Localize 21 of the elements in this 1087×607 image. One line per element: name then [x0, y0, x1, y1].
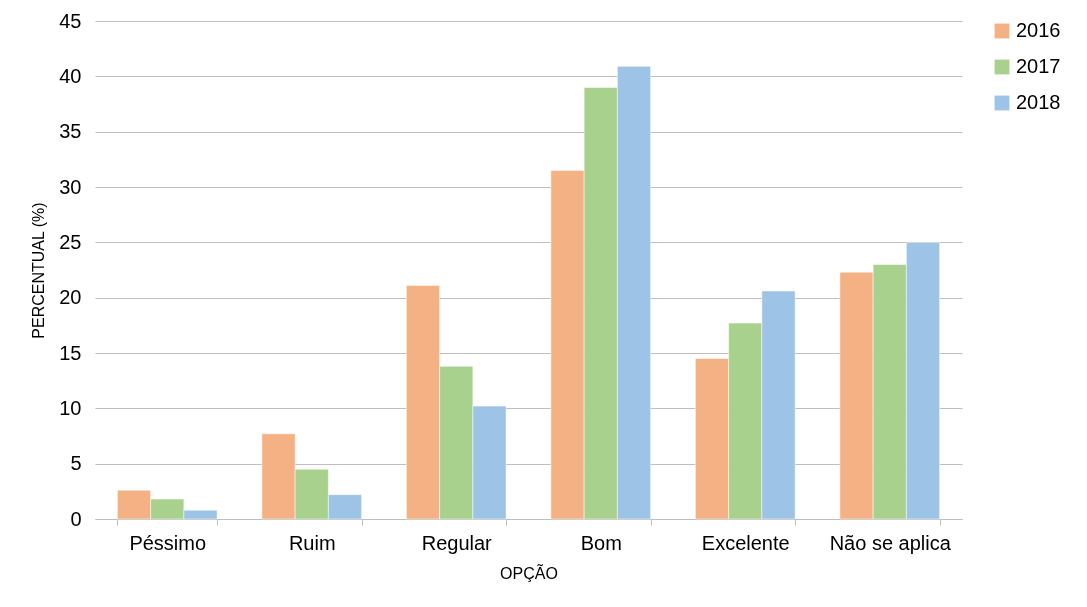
x-tick-label: Bom	[580, 531, 622, 554]
y-tick-label: 20	[59, 286, 82, 309]
y-tick-label: 30	[59, 175, 82, 198]
y-tick-label: 15	[59, 341, 82, 364]
y-axis-title: PERCENTUAL (%)	[30, 202, 48, 339]
y-tick-label: 45	[59, 9, 82, 32]
x-tick-label: Péssimo	[129, 531, 207, 554]
y-tick-label: 0	[70, 507, 82, 530]
x-axis-title: OPÇÃO	[500, 562, 558, 582]
x-tick-label: Não se aplica	[829, 531, 952, 554]
x-tick-label: Ruim	[288, 531, 336, 554]
y-tick-label: 5	[70, 452, 82, 475]
legend-label: 2016	[1016, 19, 1061, 41]
x-tick-label: Regular	[421, 531, 493, 554]
x-tick-label: Excelente	[701, 531, 790, 554]
y-tick-label: 25	[59, 230, 82, 253]
legend-label: 2018	[1016, 91, 1061, 113]
y-tick-label: 35	[59, 120, 82, 143]
y-tick-label: 40	[59, 64, 82, 87]
y-tick-label: 10	[59, 396, 82, 419]
legend-label: 2017	[1016, 55, 1061, 77]
